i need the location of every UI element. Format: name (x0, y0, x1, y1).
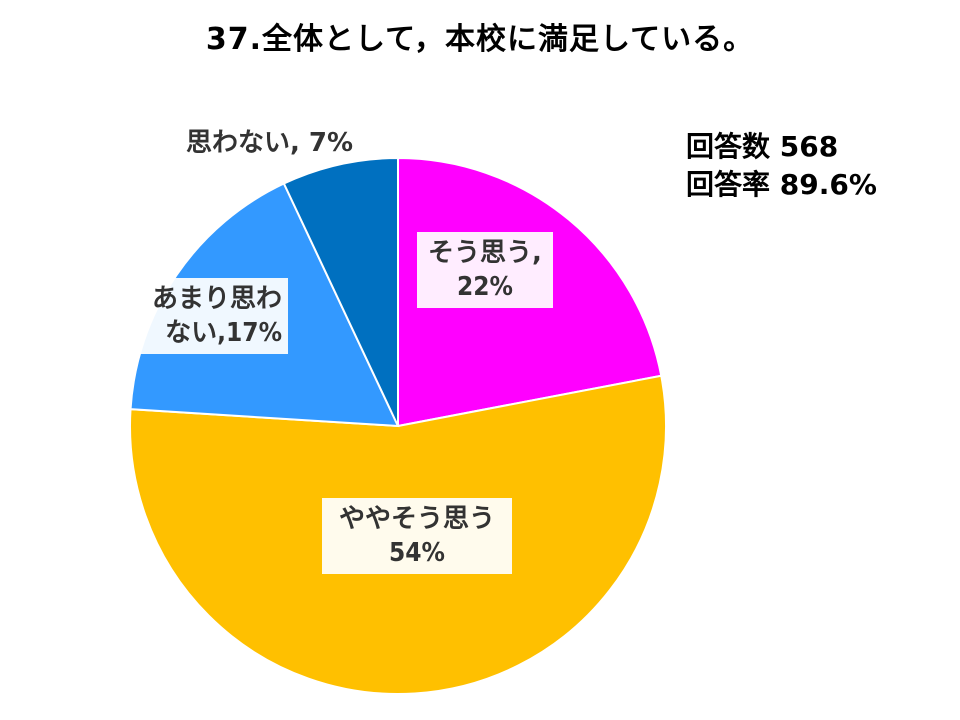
slice-label-yaya-sou-omou: ややそう思う 54% (322, 498, 512, 574)
slice-label-sou-omou: そう思う, 22% (417, 232, 553, 308)
chart-title: 37.全体として，本校に満足している。 (205, 22, 755, 57)
response-rate: 回答率 89.6% (686, 168, 877, 201)
slice-label-amari-omowanai: あまり思わ ない,17% (128, 278, 288, 354)
response-count: 回答数 568 (686, 130, 839, 163)
slice-label-omowanai: 思わない, 7% (186, 128, 354, 158)
response-info: 回答数 568 回答率 89.6% (686, 128, 877, 204)
slice-omowanai (282, 156, 399, 427)
